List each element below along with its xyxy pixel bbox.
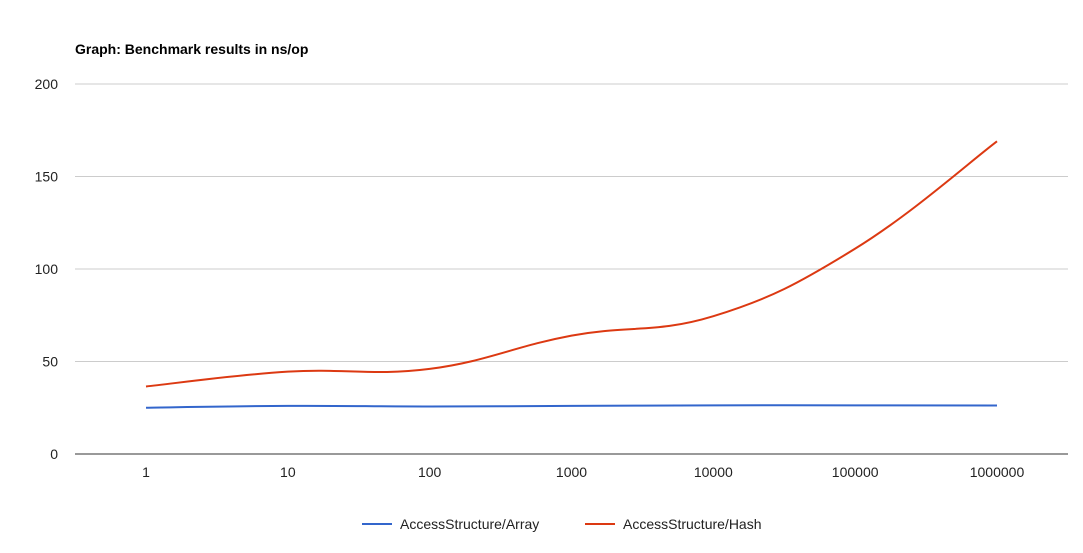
y-tick-label: 0 — [50, 446, 58, 462]
gridlines — [75, 83, 1068, 455]
x-tick-label: 10000 — [694, 464, 733, 480]
x-axis-labels: 1 10 100 1000 10000 100000 1000000 — [142, 464, 1024, 480]
x-tick-label: 100000 — [832, 464, 879, 480]
x-tick-label: 10 — [280, 464, 296, 480]
y-tick-label: 100 — [35, 261, 59, 277]
y-tick-label: 150 — [35, 169, 59, 185]
x-tick-label: 100 — [418, 464, 442, 480]
x-tick-label: 1 — [142, 464, 150, 480]
y-tick-label: 50 — [42, 354, 58, 370]
y-tick-label: 200 — [35, 76, 59, 92]
legend-label: AccessStructure/Hash — [623, 516, 762, 532]
legend-label: AccessStructure/Array — [400, 516, 539, 532]
x-tick-label: 1000 — [556, 464, 587, 480]
y-axis-labels: 0 50 100 150 200 — [35, 76, 59, 462]
series-line-1 — [145, 140, 998, 388]
legend: AccessStructure/Array AccessStructure/Has… — [362, 516, 762, 532]
x-tick-label: 1000000 — [970, 464, 1025, 480]
chart-title: Graph: Benchmark results in ns/op — [75, 41, 308, 57]
series-line-0 — [145, 404, 998, 409]
series-lines — [145, 140, 998, 409]
